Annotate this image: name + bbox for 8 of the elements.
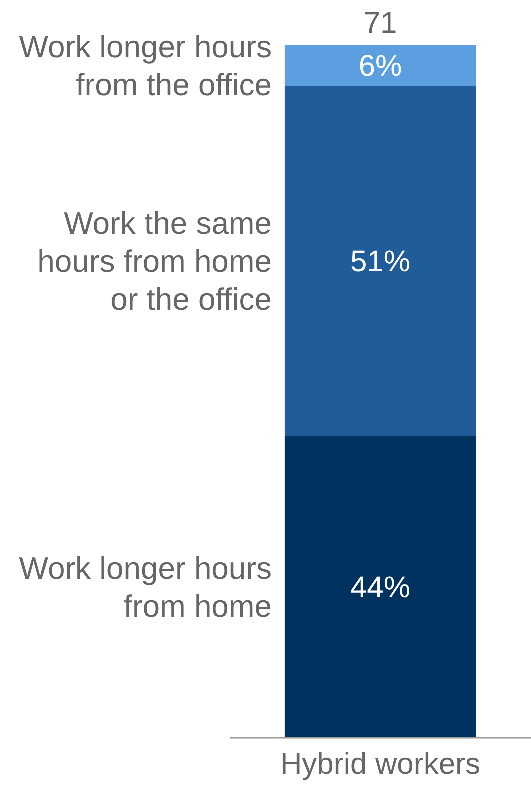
series-label: Work longer hours from home (19, 550, 272, 624)
data-label: 51% (350, 246, 411, 279)
series-label: Work the same hours from home or the office (38, 206, 272, 317)
data-label: 44% (350, 572, 411, 605)
x-tick-label: Hybrid workers (280, 748, 481, 781)
data-label: 6% (358, 50, 402, 84)
annotation: 71 (364, 7, 398, 40)
series-label: Work longer hours from the office (19, 29, 272, 102)
